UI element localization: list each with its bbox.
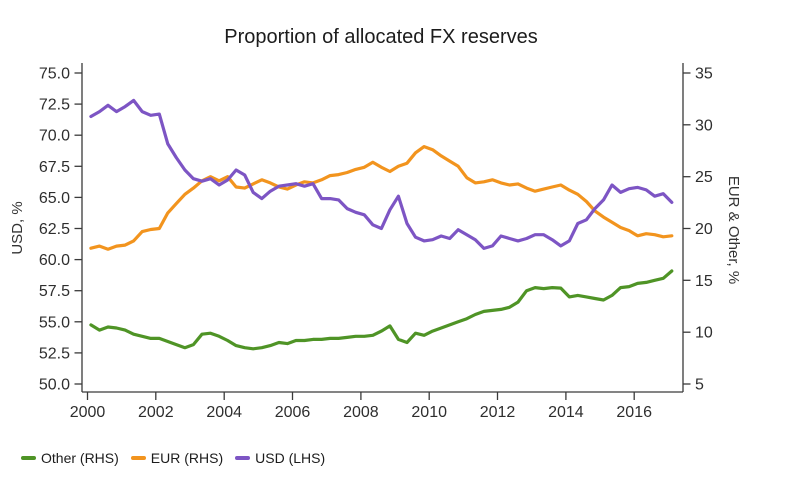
legend-swatch-eur	[130, 456, 146, 460]
x-tick-label: 2006	[275, 404, 311, 421]
chart-legend: Other (RHS) EUR (RHS) USD (LHS)	[21, 450, 325, 466]
legend-item-other: Other (RHS)	[21, 450, 119, 466]
left-tick-label: 55.0	[39, 314, 70, 331]
x-tick-label: 2012	[480, 404, 516, 421]
x-tick-label: 2014	[548, 404, 584, 421]
x-tick-label: 2002	[138, 404, 174, 421]
legend-label-other: Other (RHS)	[41, 450, 119, 466]
right-axis-title: EUR & Other, %	[725, 176, 742, 284]
left-tick-label: 67.5	[39, 159, 70, 176]
left-axis-title: USD, %	[9, 201, 26, 254]
left-tick-label: 72.5	[39, 97, 70, 114]
right-tick-label: 15	[695, 273, 713, 290]
legend-swatch-usd	[235, 456, 251, 460]
right-tick-label: 30	[695, 117, 713, 134]
x-tick-label: 2016	[616, 404, 652, 421]
right-tick-label: 20	[695, 221, 713, 238]
right-tick-label: 25	[695, 169, 713, 186]
right-tick-label: 5	[695, 377, 704, 394]
axis-frame	[81, 63, 684, 393]
series-other-line	[89, 269, 674, 351]
left-tick-label: 65.0	[39, 190, 70, 207]
x-tick-label: 2000	[70, 404, 106, 421]
chart-title: Proportion of allocated FX reserves	[224, 26, 538, 48]
right-tick-label: 35	[695, 66, 713, 83]
left-tick-label: 70.0	[39, 128, 70, 145]
left-tick-label: 60.0	[39, 252, 70, 269]
series-eur-line	[89, 145, 674, 251]
legend-item-usd: USD (LHS)	[235, 450, 325, 466]
left-tick-label: 52.5	[39, 345, 70, 362]
right-tick-label: 10	[695, 325, 713, 342]
x-tick-label: 2008	[343, 404, 379, 421]
legend-swatch-other	[21, 456, 36, 460]
left-tick-label: 75.0	[39, 66, 70, 83]
left-tick-label: 50.0	[39, 377, 70, 394]
x-tick-label: 2010	[411, 404, 447, 421]
legend-label-usd: USD (LHS)	[255, 450, 326, 466]
x-tick-label: 2004	[206, 404, 242, 421]
legend-label-eur: EUR (RHS)	[150, 450, 224, 466]
legend-item-eur: EUR (RHS)	[130, 450, 224, 466]
left-tick-label: 57.5	[39, 283, 70, 300]
left-tick-label: 62.5	[39, 221, 70, 238]
series-usd-line	[89, 98, 674, 250]
